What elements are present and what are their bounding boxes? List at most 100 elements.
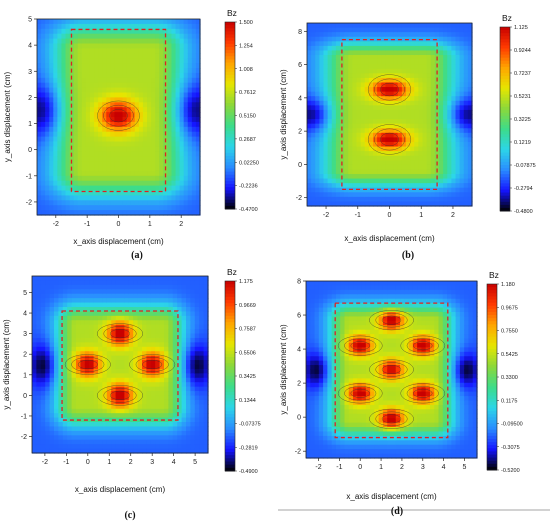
heatmap-cell: [451, 155, 457, 161]
heatmap-cell: [89, 180, 95, 187]
heatmap-cell: [115, 346, 121, 352]
heatmap-cell: [175, 185, 181, 192]
heatmap-cell: [171, 33, 177, 40]
heatmap-cell: [110, 121, 116, 128]
colorbar-segment: [500, 30, 510, 34]
heatmap-cell: [373, 96, 378, 102]
heatmap-cell: [463, 146, 469, 152]
heatmap-cell: [191, 170, 197, 177]
heatmap-cell: [89, 435, 95, 441]
heatmap-cell: [340, 141, 345, 148]
heatmap-cell: [142, 320, 147, 326]
heatmap-cell: [114, 161, 120, 167]
heatmap-cell: [45, 190, 50, 196]
heatmap-cell: [65, 195, 71, 201]
heatmap-cell: [67, 342, 73, 348]
heatmap-cell: [159, 306, 165, 312]
colorbar-tick-label: 1.125: [514, 25, 528, 31]
heatmap-cell: [77, 38, 83, 45]
heatmap-cell: [134, 107, 140, 113]
heatmap-cell: [434, 87, 440, 93]
heatmap-cell: [80, 324, 86, 330]
heatmap-cell: [81, 121, 87, 128]
heatmap-cell: [98, 364, 103, 370]
heatmap-cell: [106, 82, 111, 89]
heatmap-cell: [89, 107, 95, 113]
heatmap-cell: [40, 342, 46, 348]
colorbar-segment: [500, 134, 510, 138]
heatmap-cell: [115, 342, 121, 348]
heatmap-cell: [183, 58, 189, 64]
heatmap-cell: [134, 112, 140, 118]
heatmap-cell: [151, 121, 156, 128]
heatmap-cell: [36, 315, 42, 321]
heatmap-cell: [57, 87, 63, 94]
heatmap-cell: [455, 109, 461, 116]
heatmap-cell: [128, 342, 134, 348]
colorbar-segment: [500, 186, 510, 191]
heatmap-cell: [142, 342, 147, 348]
heatmap-cell: [199, 333, 205, 339]
heatmap-cell: [327, 50, 333, 56]
heatmap-cell: [360, 23, 366, 29]
heatmap-cell: [32, 422, 37, 428]
heatmap-cell: [111, 448, 117, 454]
heatmap-cell: [315, 91, 320, 97]
heatmap-cell: [137, 293, 143, 299]
heatmap-cell: [77, 107, 83, 113]
heatmap-cell: [327, 128, 333, 134]
heatmap-cell: [406, 169, 411, 175]
heatmap-cell: [183, 92, 189, 98]
heatmap-cell: [463, 137, 469, 143]
heatmap-cell: [41, 180, 46, 187]
heatmap-cell: [40, 391, 46, 397]
heatmap-cell: [179, 97, 185, 103]
heatmap-cell: [114, 141, 120, 147]
heatmap-cell: [195, 87, 201, 94]
heatmap-cell: [111, 422, 117, 428]
heatmap-cell: [443, 105, 448, 111]
heatmap-cell: [138, 205, 144, 211]
heatmap-cell: [73, 210, 79, 216]
heatmap-cell: [172, 377, 178, 383]
heatmap-cell: [84, 298, 90, 304]
heatmap-cell: [110, 126, 116, 133]
heatmap-cell: [315, 201, 320, 207]
heatmap-cell: [177, 368, 183, 374]
heatmap-cell: [62, 430, 68, 436]
heatmap-cell: [315, 64, 320, 70]
heatmap-cell: [381, 164, 386, 170]
heatmap-cell: [348, 41, 353, 47]
heatmap-cell: [190, 373, 196, 379]
heatmap-cell: [406, 187, 411, 193]
colorbar-segment: [225, 34, 235, 39]
heatmap-cell: [344, 77, 349, 84]
heatmap-cell: [430, 123, 436, 129]
heatmap-cell: [40, 280, 46, 286]
heatmap-cell: [45, 364, 51, 370]
heatmap-cell: [102, 377, 108, 383]
heatmap-cell: [93, 448, 99, 454]
heatmap-cell: [164, 377, 169, 383]
heatmap-cell: [183, 43, 189, 49]
heatmap-cell: [315, 55, 320, 61]
heatmap-cell: [137, 364, 143, 370]
heatmap-cell: [126, 131, 132, 138]
heatmap-cell: [40, 448, 46, 454]
heatmap-cell: [106, 444, 112, 450]
heatmap-cell: [311, 55, 316, 61]
heatmap-cell: [307, 173, 312, 180]
heatmap-cell: [199, 395, 205, 401]
heatmap-cell: [122, 205, 128, 211]
heatmap-cell: [147, 87, 152, 94]
colorbar-segment: [500, 88, 510, 92]
heatmap-cell: [128, 404, 134, 410]
heatmap-cell: [377, 178, 382, 184]
heatmap-cell: [463, 68, 469, 74]
heatmap-cell: [67, 311, 73, 317]
heatmap-cell: [57, 180, 63, 187]
heatmap-cell: [168, 276, 174, 282]
heatmap-cell: [155, 210, 160, 216]
heatmap-cell: [32, 413, 37, 419]
heatmap-cell: [439, 59, 444, 65]
